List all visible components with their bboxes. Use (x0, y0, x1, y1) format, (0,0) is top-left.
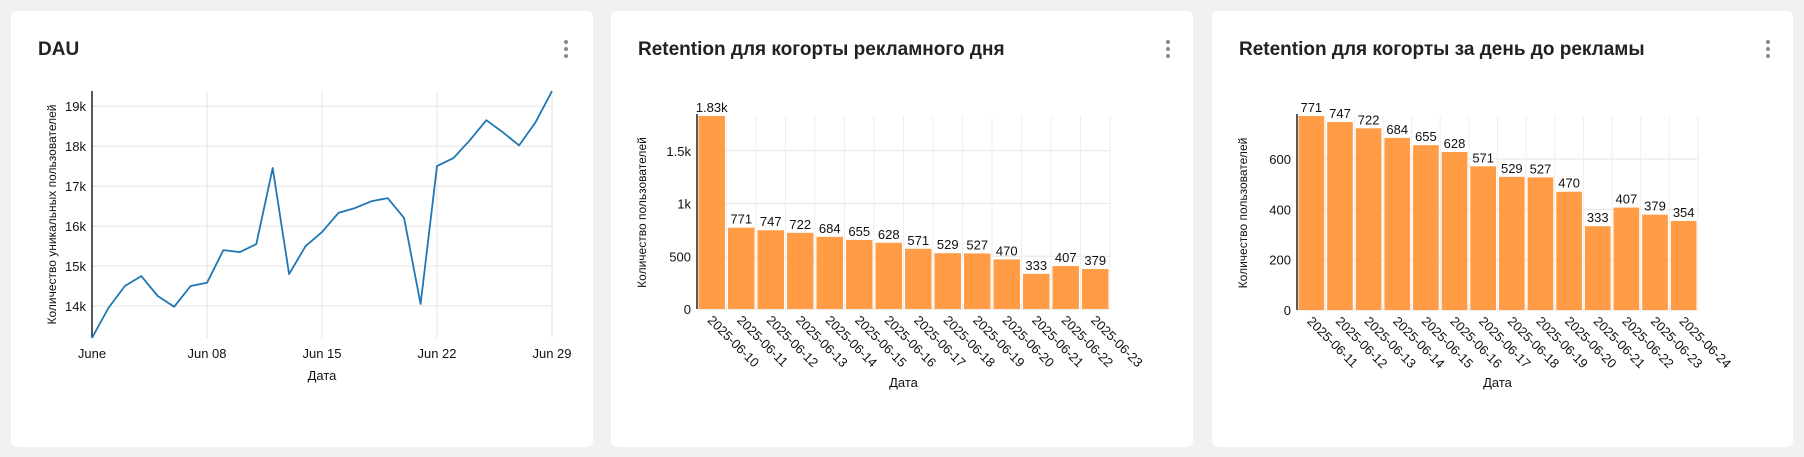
y-tick-label: 600 (1269, 152, 1291, 167)
chart-card-dau: DAU 14k 15k 16k 17k 18k 19k June Jun 08 Jun 15 Ju… (11, 11, 593, 447)
data-label: 379 (1084, 253, 1106, 268)
data-label: 529 (1501, 161, 1523, 176)
data-label: 527 (966, 237, 988, 252)
x-axis-label: Дата (889, 375, 919, 390)
x-axis-label: Дата (308, 368, 338, 383)
bar (1355, 128, 1382, 310)
data-label: 628 (1444, 136, 1466, 151)
y-tick-label: 15k (65, 259, 86, 274)
y-tick-label: 0 (684, 302, 691, 317)
data-label: 684 (819, 221, 841, 236)
dau-line-chart: 14k 15k 16k 17k 18k 19k June Jun 08 Jun 15 Jun 22… (45, 90, 572, 383)
data-label: 722 (789, 217, 811, 232)
bar (1556, 191, 1582, 310)
retention-ad-day-bar-chart: 05001k1.5k1.83k2025-06-107712025-06-1174… (635, 100, 1146, 390)
bar (1470, 166, 1496, 310)
data-label: 655 (848, 224, 870, 239)
data-label: 527 (1530, 161, 1552, 176)
bar (905, 248, 932, 309)
x-tick-label: Jun 08 (187, 346, 226, 361)
bar (1584, 226, 1611, 310)
y-tick-label: 400 (1269, 202, 1291, 217)
data-label: 628 (878, 227, 900, 242)
card-title: Retention для когорты за день до рекламы (1239, 39, 1645, 60)
bar (1527, 177, 1554, 310)
x-tick-label: Jun 22 (417, 346, 456, 361)
y-tick-label: 500 (669, 249, 691, 264)
bar (964, 253, 991, 309)
data-label: 333 (1587, 210, 1609, 225)
x-tick-label: Jun 29 (532, 346, 571, 361)
bar (1441, 151, 1468, 310)
kebab-menu-icon[interactable] (1161, 35, 1175, 61)
y-axis-label: Количество пользователей (635, 137, 649, 288)
y-axis-label: Количество уникальных пользователей (45, 104, 59, 324)
x-axis-label: Дата (1483, 375, 1513, 390)
data-label: 747 (760, 214, 782, 229)
bar (787, 232, 814, 309)
data-label: 771 (1300, 100, 1322, 115)
bar (934, 253, 961, 309)
bar (993, 259, 1020, 309)
chart-card-retention-ad-day: Retention для когорты рекламного дня 0 50… (611, 11, 1193, 447)
bar (1413, 145, 1439, 310)
bar (1642, 214, 1668, 310)
data-label: 684 (1386, 122, 1408, 137)
data-label: 747 (1329, 106, 1351, 121)
y-tick-label: 14k (65, 299, 86, 314)
data-label: 655 (1415, 129, 1437, 144)
bar (816, 236, 843, 309)
chart-card-retention-day-before: Retention для когорты за день до рекламы… (1212, 11, 1793, 447)
data-label: 354 (1673, 205, 1695, 220)
y-tick-label: 200 (1269, 253, 1291, 268)
bar (757, 230, 784, 309)
bar (875, 242, 902, 309)
bar (846, 239, 873, 309)
data-label: 470 (996, 243, 1018, 258)
card-title: DAU (38, 39, 80, 60)
y-tick-label: 1k (677, 197, 691, 212)
data-label: 722 (1358, 112, 1380, 127)
data-label: 771 (730, 212, 752, 227)
y-tick-label: 18k (65, 139, 86, 154)
y-tick-label: 17k (65, 179, 86, 194)
data-label: 407 (1616, 192, 1638, 207)
kebab-menu-icon[interactable] (1761, 35, 1775, 61)
card-title: Retention для когорты рекламного дня (638, 39, 1005, 60)
bar (1670, 220, 1697, 310)
data-label: 379 (1644, 199, 1666, 214)
data-label: 571 (1472, 150, 1494, 165)
bar (1384, 137, 1411, 310)
bar (1023, 273, 1050, 309)
y-tick-label: 19k (65, 99, 86, 114)
data-label: 333 (1025, 258, 1047, 273)
bar (1499, 176, 1525, 310)
bar (1327, 122, 1353, 310)
bar (1052, 266, 1079, 309)
data-label: 407 (1055, 250, 1077, 265)
data-label: 470 (1558, 176, 1580, 191)
y-tick-label: 0 (1284, 303, 1291, 318)
bar (1298, 116, 1325, 310)
y-tick-label: 16k (65, 219, 86, 234)
data-label: 1.83k (696, 100, 728, 115)
retention-day-before-bar-chart: 02004006007712025-06-117472025-06-127222… (1236, 100, 1734, 390)
x-tick-label: Jun 15 (302, 346, 341, 361)
bar (1613, 207, 1640, 310)
data-label: 529 (937, 237, 959, 252)
data-label: 571 (907, 233, 929, 248)
kebab-menu-icon[interactable] (559, 35, 573, 61)
bar (728, 227, 755, 309)
y-tick-label: 1.5k (666, 144, 691, 159)
x-tick-label: June (78, 346, 106, 361)
bar (1082, 269, 1109, 309)
y-axis-label: Количество пользователей (1236, 138, 1250, 289)
bar (698, 116, 725, 309)
series-line-dau (91, 90, 553, 339)
